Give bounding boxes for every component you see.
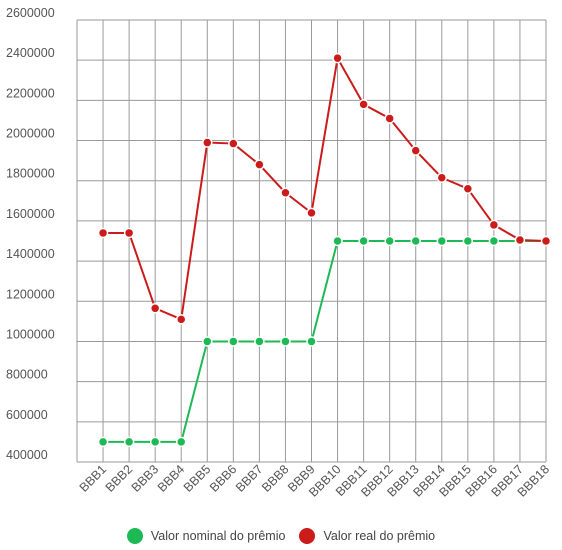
data-point[interactable] [358,99,369,110]
data-point[interactable] [306,207,317,219]
data-point[interactable] [488,219,500,231]
x-tick-label: BBB7 [233,462,266,495]
legend: Valor nominal do prêmio Valor real do pr… [0,528,562,544]
data-point[interactable] [202,336,213,347]
data-point[interactable] [306,336,317,347]
x-tick-label: BBB4 [155,462,188,495]
data-point[interactable] [514,234,526,246]
data-point[interactable] [97,227,109,239]
data-point[interactable] [254,336,265,347]
legend-item-nominal[interactable]: Valor nominal do prêmio [126,528,286,544]
y-tick-label: 2400000 [6,46,55,60]
data-point[interactable] [97,436,109,448]
data-point[interactable] [149,303,161,314]
data-point[interactable] [410,235,421,247]
y-tick-label: 1400000 [6,247,55,261]
data-point[interactable] [123,227,135,239]
y-tick-label: 1000000 [6,327,55,341]
series-line [103,55,547,321]
y-tick-label: 1600000 [6,207,55,221]
y-tick-label: 1800000 [6,167,55,181]
y-tick-label: 1200000 [6,287,55,301]
legend-swatch-nominal [126,528,143,544]
legend-item-real[interactable]: Valor real do prêmio [299,528,435,544]
data-point[interactable] [462,235,474,247]
x-tick-label: BBB6 [207,462,240,495]
y-tick-label: 800000 [6,368,48,382]
data-point[interactable] [436,172,448,183]
x-tick-label: BBB8 [259,462,292,495]
y-tick-label: 400000 [6,448,48,462]
data-point[interactable] [228,336,239,347]
data-point[interactable] [228,138,239,149]
data-point[interactable] [462,183,474,195]
legend-label-real: Valor real do prêmio [323,529,436,543]
data-point[interactable] [540,235,552,247]
data-point[interactable] [202,137,213,148]
data-point[interactable] [149,436,161,448]
x-axis-ticks: BBB1BBB2BBB3BBB4BBB5BBB6BBB7BBB8BBB9BBB1… [77,462,552,499]
line-chart: 400000 600000 800000 1000000 1200000 1400000 1… [6,6,552,500]
data-point[interactable] [254,159,265,170]
y-tick-label: 2200000 [6,86,55,100]
data-point[interactable] [410,145,421,156]
data-point[interactable] [280,187,291,199]
data-point[interactable] [488,235,500,247]
x-tick-label: BBB1 [77,462,110,495]
data-point[interactable] [358,235,369,247]
data-point[interactable] [332,52,343,64]
y-tick-label: 600000 [6,408,48,422]
y-tick-label: 2000000 [6,127,55,141]
x-tick-label: BBB2 [103,462,136,495]
legend-label-nominal: Valor nominal do prêmio [150,529,286,543]
x-tick-label: BBB5 [181,462,214,495]
legend-swatch-real [299,528,316,544]
data-point[interactable] [384,235,395,247]
x-tick-label: BBB3 [129,462,162,495]
data-point[interactable] [332,235,343,247]
y-tick-label: 2600000 [6,6,55,20]
data-point[interactable] [280,336,291,347]
data-point[interactable] [175,314,187,325]
data-point[interactable] [436,235,448,247]
data-point[interactable] [175,436,187,448]
y-axis-ticks: 400000 600000 800000 1000000 1200000 1400000 1… [6,6,55,462]
data-point[interactable] [384,113,395,124]
series-group [97,52,552,448]
data-point[interactable] [123,436,135,448]
